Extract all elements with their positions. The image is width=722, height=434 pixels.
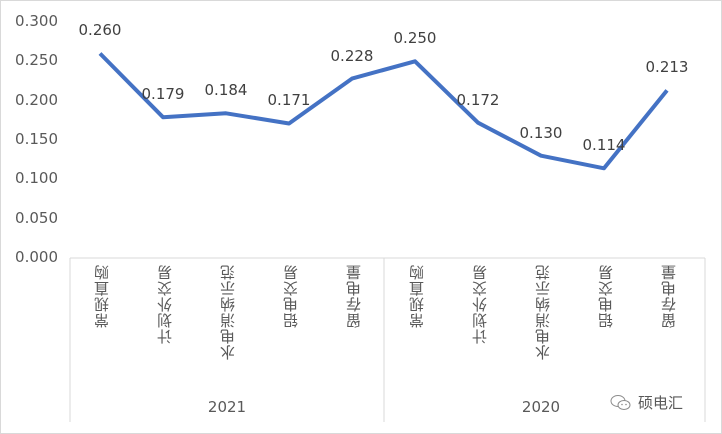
- series-line: [98, 52, 669, 171]
- group-label-2021: 2021: [207, 398, 247, 416]
- data-label: 0.114: [582, 136, 626, 155]
- category-label: 铝电交易: [597, 264, 615, 328]
- y-tick-label: 0.150: [15, 130, 58, 148]
- data-label: 0.250: [393, 29, 437, 48]
- category-label: 常规直购: [408, 264, 426, 328]
- group-label-2020: 2020: [521, 398, 561, 416]
- category-label: 铝电交易: [282, 264, 300, 328]
- data-label: 0.260: [78, 21, 122, 40]
- data-label: 0.130: [519, 123, 563, 142]
- y-tick-label: 0.000: [15, 248, 58, 266]
- data-label: 0.179: [141, 85, 185, 104]
- y-tick-label: 0.250: [15, 51, 58, 70]
- category-label: 留存电量: [345, 264, 363, 328]
- category-label: 常规直购: [93, 264, 111, 328]
- watermark: 硕电汇: [610, 392, 683, 413]
- wechat-icon: [610, 394, 631, 410]
- data-label: 0.172: [456, 90, 500, 109]
- category-label: 计划外交易: [156, 264, 174, 344]
- data-label: 0.213: [645, 58, 689, 77]
- y-tick-label: 0.100: [15, 169, 58, 188]
- category-label: 留存电量: [660, 264, 678, 328]
- data-label: 0.184: [204, 81, 248, 100]
- data-label: 0.228: [330, 46, 374, 65]
- category-label: 计划外交易: [471, 264, 489, 344]
- category-label: 水电消纳示范: [219, 264, 237, 360]
- watermark-text: 硕电汇: [638, 394, 684, 412]
- category-label: 水电消纳示范: [534, 264, 552, 360]
- y-tick-label: 0.300: [15, 12, 58, 30]
- y-tick-label: 0.200: [15, 90, 58, 109]
- data-label: 0.171: [267, 91, 311, 110]
- y-tick-label: 0.050: [15, 208, 58, 227]
